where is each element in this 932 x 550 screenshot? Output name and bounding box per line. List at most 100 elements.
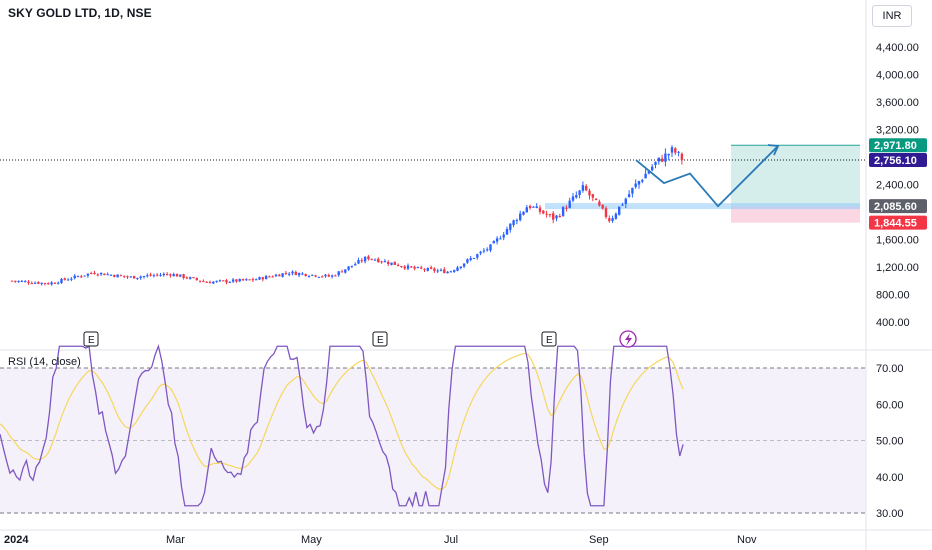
price-axis-label[interactable]: 1,200.00 [876, 262, 919, 274]
currency-button[interactable]: INR [872, 5, 912, 27]
candle-body [162, 273, 165, 276]
time-axis-label[interactable]: Nov [737, 534, 757, 546]
candle-body [344, 269, 347, 273]
candle-body [53, 282, 57, 284]
candle-body [93, 272, 96, 275]
price-tag-stop-background [869, 215, 927, 230]
candle-body [33, 282, 37, 284]
candle-body [231, 279, 235, 282]
symbol-title[interactable]: SKY GOLD LTD, 1D, NSE [8, 6, 152, 20]
time-axis-label[interactable]: May [301, 534, 322, 546]
candle-body [552, 213, 555, 220]
candle-body [278, 274, 281, 277]
candle-body [86, 273, 90, 276]
candle-body [80, 276, 83, 278]
rsi-axis-label[interactable]: 50.00 [876, 436, 904, 448]
rsi-axis-label[interactable]: 70.00 [876, 363, 904, 375]
candle-body [647, 170, 651, 174]
price-axis-label[interactable]: 3,200.00 [876, 125, 919, 137]
candle-body [598, 201, 601, 206]
earnings-marker[interactable]: E [541, 331, 557, 347]
candle-body [337, 271, 340, 276]
rsi-axis-label[interactable]: 30.00 [876, 508, 904, 520]
target-zone[interactable] [731, 145, 860, 207]
candlestick-series [10, 145, 684, 286]
candle-body [420, 267, 423, 269]
candle-body [618, 206, 621, 215]
earnings-marker[interactable]: E [83, 331, 99, 347]
candle-body [47, 283, 50, 285]
time-axis-labels[interactable]: 2024 Mar May Jul Sep Nov [4, 534, 757, 546]
candle-body [228, 281, 231, 283]
candle-body [410, 266, 413, 268]
candle-body [347, 266, 350, 270]
candle-body [301, 273, 304, 275]
rsi-axis-label[interactable]: 60.00 [876, 399, 904, 411]
candle-body [390, 262, 393, 265]
time-axis-label[interactable]: Mar [166, 534, 185, 546]
lightning-icon[interactable] [619, 330, 637, 348]
candle-body [561, 207, 565, 217]
candle-body [146, 275, 149, 277]
candle-body [281, 273, 284, 277]
stop-zone[interactable] [731, 206, 860, 223]
projection-path[interactable] [635, 145, 779, 208]
candle-body [387, 261, 390, 265]
candle-body [443, 269, 446, 274]
price-axis-label[interactable]: 800.00 [876, 290, 910, 302]
price-axis-label[interactable]: 3,600.00 [876, 97, 919, 109]
candle-body [677, 151, 680, 153]
price-axis-label[interactable]: 4,000.00 [876, 70, 919, 82]
candle-body [545, 213, 548, 215]
price-axis-label[interactable]: 1,600.00 [876, 235, 919, 247]
time-axis-label[interactable]: Sep [589, 534, 609, 546]
candle-body [532, 206, 535, 208]
candle-body [581, 185, 585, 191]
price-tag-target: 2,971.80 [869, 138, 927, 153]
candle-body [70, 278, 73, 280]
price-tag-current-label: 2,756.10 [874, 155, 917, 167]
candle-body [132, 275, 136, 279]
earnings-marker-box [83, 331, 99, 347]
candle-body [377, 258, 380, 263]
rsi-indicator-label[interactable]: RSI (14, close) [8, 356, 81, 368]
candle-body [63, 278, 66, 280]
candle-body [396, 264, 400, 267]
candle-body [594, 198, 598, 201]
rsi-axis-label[interactable]: 40.00 [876, 472, 904, 484]
rsi-axis-labels[interactable]: 30.00 40.00 50.00 60.00 70.00 [876, 363, 904, 520]
candle-body [182, 274, 185, 279]
candle-body [429, 267, 433, 269]
candle-body [142, 276, 146, 278]
candle-body [472, 257, 476, 259]
candle-body [555, 215, 558, 219]
price-axis-label[interactable]: 400.00 [876, 317, 910, 329]
candle-body [172, 274, 175, 277]
candle-body [499, 238, 502, 240]
time-axis-label[interactable]: 2024 [4, 534, 29, 546]
rsi-line [0, 344, 684, 508]
candle-body [680, 153, 684, 160]
candle-body [66, 279, 70, 281]
earnings-marker[interactable]: E [372, 331, 388, 347]
candle-body [512, 220, 515, 225]
price-tag-stop: 1,844.55 [869, 215, 927, 230]
candle-body [459, 266, 462, 269]
support-band[interactable] [545, 203, 860, 210]
candle-body [222, 280, 225, 282]
earnings-marker-box [541, 331, 557, 347]
candle-body [268, 276, 271, 278]
time-axis-label[interactable]: Jul [444, 534, 458, 546]
candle-body [255, 279, 258, 281]
candle-body [393, 261, 396, 265]
price-axis-label[interactable]: 2,400.00 [876, 180, 919, 192]
candle-body [198, 280, 202, 282]
candle-body [489, 244, 492, 251]
price-axis-label[interactable]: 4,400.00 [876, 42, 919, 54]
rsi-ma-line [0, 352, 684, 490]
price-axis-labels[interactable]: 400.00 800.00 1,200.00 1,600.00 2,400.00 3,20… [876, 42, 919, 329]
candle-body [505, 228, 509, 235]
candle-body [50, 282, 53, 285]
